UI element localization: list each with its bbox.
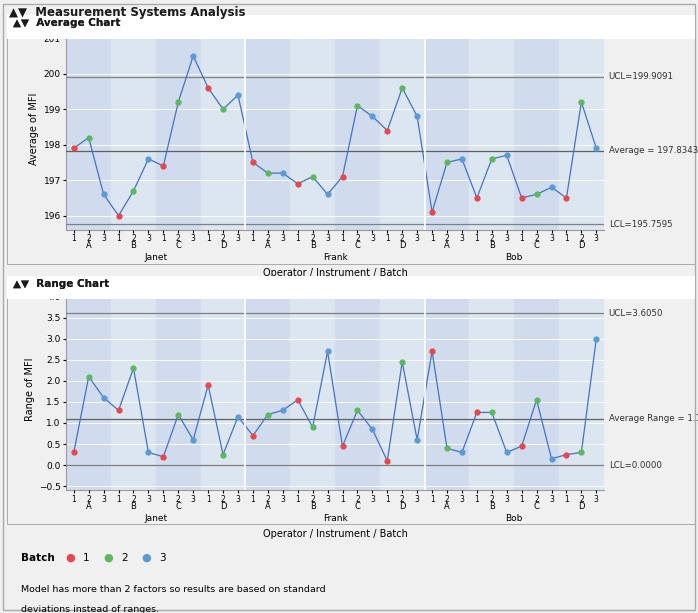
Y-axis label: Range of MFI: Range of MFI: [24, 357, 35, 421]
Text: Frank: Frank: [322, 514, 348, 523]
Bar: [469, 28, 514, 230]
Bar: [66, 28, 111, 230]
Text: B: B: [489, 241, 495, 250]
Text: C: C: [355, 501, 360, 511]
Text: Batch: Batch: [21, 553, 54, 563]
Bar: [380, 28, 424, 230]
Bar: [559, 288, 604, 490]
Text: UCL=199.9091: UCL=199.9091: [609, 72, 674, 82]
Text: Model has more than 2 factors so results are based on standard: Model has more than 2 factors so results…: [21, 585, 325, 595]
Bar: [111, 28, 156, 230]
Bar: [201, 28, 246, 230]
Text: Bob: Bob: [505, 253, 523, 262]
Text: Operator / Instrument / Batch: Operator / Instrument / Batch: [262, 529, 408, 539]
Text: Operator / Instrument / Batch: Operator / Instrument / Batch: [262, 268, 408, 278]
Bar: [335, 28, 380, 230]
Text: B: B: [131, 241, 136, 250]
Bar: [290, 288, 335, 490]
Bar: [111, 288, 156, 490]
Text: D: D: [578, 241, 585, 250]
Text: C: C: [534, 241, 540, 250]
Text: A: A: [444, 241, 450, 250]
Text: ▲▼  Range Chart: ▲▼ Range Chart: [13, 279, 109, 289]
Text: A: A: [86, 241, 91, 250]
Text: ▲▼  Measurement Systems Analysis: ▲▼ Measurement Systems Analysis: [9, 6, 246, 19]
Text: A: A: [444, 501, 450, 511]
Text: UCL=3.6050: UCL=3.6050: [609, 309, 663, 318]
Bar: [246, 288, 290, 490]
Text: ▲▼  Average Chart: ▲▼ Average Chart: [13, 18, 120, 28]
Text: C: C: [355, 241, 360, 250]
Text: C: C: [175, 241, 181, 250]
Text: Janet: Janet: [144, 514, 168, 523]
Text: ▲▼  Range Chart: ▲▼ Range Chart: [13, 279, 109, 289]
Bar: [156, 288, 201, 490]
Y-axis label: Average of MFI: Average of MFI: [29, 93, 39, 165]
Bar: [559, 28, 604, 230]
Text: A: A: [265, 241, 271, 250]
Text: ●: ●: [103, 553, 113, 563]
Text: C: C: [175, 501, 181, 511]
Bar: [201, 288, 246, 490]
Text: D: D: [220, 501, 226, 511]
Text: C: C: [534, 501, 540, 511]
Text: 2: 2: [121, 553, 127, 563]
Bar: [246, 28, 290, 230]
Text: B: B: [310, 501, 315, 511]
Text: Average = 197.8343: Average = 197.8343: [609, 146, 698, 155]
Text: Average Range = 1.1036: Average Range = 1.1036: [609, 414, 698, 423]
Bar: [469, 288, 514, 490]
Text: deviations instead of ranges.: deviations instead of ranges.: [21, 605, 159, 613]
Text: B: B: [489, 501, 495, 511]
Bar: [514, 288, 559, 490]
Bar: [66, 288, 111, 490]
Text: 3: 3: [159, 553, 165, 563]
Text: ▲▼  Average Chart: ▲▼ Average Chart: [13, 18, 120, 28]
Text: LCL=195.7595: LCL=195.7595: [609, 219, 672, 229]
Text: D: D: [399, 501, 406, 511]
Text: ●: ●: [142, 553, 151, 563]
Text: D: D: [399, 241, 406, 250]
Bar: [290, 28, 335, 230]
Text: Bob: Bob: [505, 514, 523, 523]
Bar: [514, 28, 559, 230]
Bar: [424, 288, 469, 490]
Bar: [424, 28, 469, 230]
Text: A: A: [265, 501, 271, 511]
Text: Janet: Janet: [144, 253, 168, 262]
Text: B: B: [310, 241, 315, 250]
Text: B: B: [131, 501, 136, 511]
Text: 1: 1: [82, 553, 89, 563]
Bar: [335, 288, 380, 490]
Text: A: A: [86, 501, 91, 511]
Text: LCL=0.0000: LCL=0.0000: [609, 460, 662, 470]
Text: ●: ●: [65, 553, 75, 563]
Text: D: D: [220, 241, 226, 250]
Bar: [156, 28, 201, 230]
Text: Frank: Frank: [322, 253, 348, 262]
Text: D: D: [578, 501, 585, 511]
Bar: [380, 288, 424, 490]
